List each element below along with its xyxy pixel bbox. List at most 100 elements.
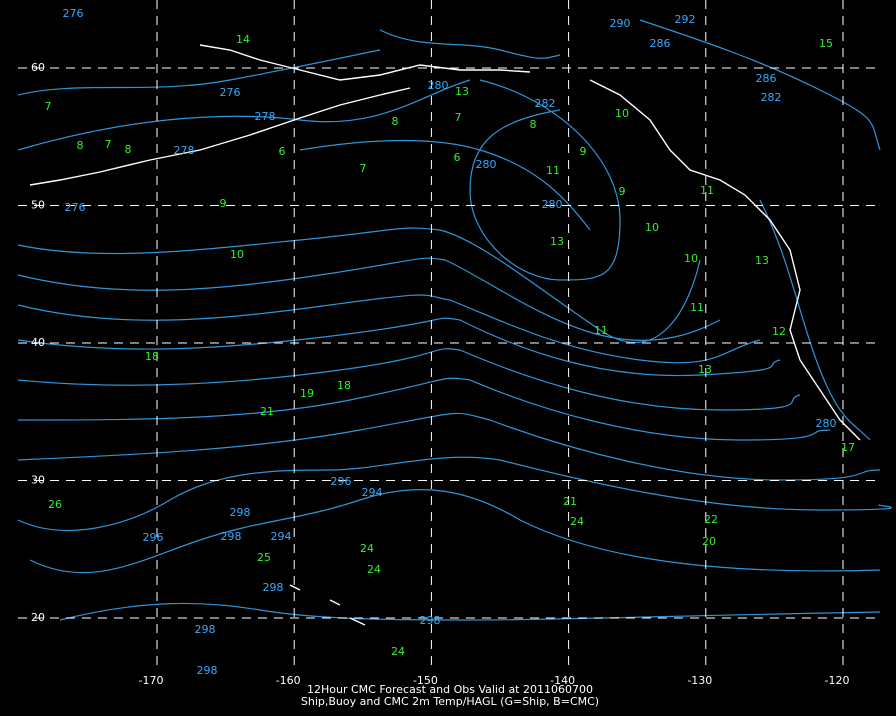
contour-label: 280 (476, 158, 497, 171)
coastlines (29, 44, 861, 626)
isotherm (59, 602, 881, 621)
ship-observation: 7 (45, 100, 52, 113)
isotherm (17, 49, 381, 96)
contour-label: 298 (195, 623, 216, 636)
ship-observation: 11 (700, 184, 714, 197)
longitude-label: -150 (413, 674, 438, 687)
isotherm (17, 294, 761, 364)
ship-observation: 7 (105, 138, 112, 151)
isotherm (17, 79, 471, 151)
longitude-label: -130 (687, 674, 712, 687)
ship-observation: 13 (550, 235, 564, 248)
longitude-label: -140 (550, 674, 575, 687)
contour-label: 278 (255, 110, 276, 123)
contour-label: 276 (220, 86, 241, 99)
latitude-label: 40 (31, 336, 45, 349)
ship-observation: 25 (257, 551, 271, 564)
ship-observation: 10 (615, 107, 629, 120)
latitude-label: 60 (31, 61, 45, 74)
ship-observation: 24 (391, 645, 405, 658)
ship-observation: 9 (619, 185, 626, 198)
ship-observation: 10 (230, 248, 244, 261)
contour-label: 294 (271, 530, 292, 543)
isotherm (299, 139, 591, 231)
contour-label: 298 (230, 506, 251, 519)
contour-label: 298 (221, 530, 242, 543)
ship-observation: 7 (360, 162, 367, 175)
isotherm (17, 412, 881, 481)
alaska-coast (199, 44, 531, 81)
aleutian-coast (29, 87, 411, 186)
ship-observation: 6 (454, 151, 461, 164)
ship-observation: 22 (704, 513, 718, 526)
contour-label: 296 (331, 475, 352, 488)
latitude-label: 30 (31, 474, 45, 487)
contour-label: 298 (197, 664, 218, 677)
contour-label: 280 (816, 417, 837, 430)
ship-observation: 13 (455, 85, 469, 98)
ship-observation: 18 (145, 350, 159, 363)
graticule: 60 50 40 30 20 -170 -160 -150 -140 -130 -120 (18, 0, 880, 687)
ship-observation: 11 (594, 324, 608, 337)
isotherm (17, 317, 781, 377)
ship-observation: 20 (702, 535, 716, 548)
ship-observation: 26 (48, 498, 62, 511)
longitude-label: -160 (276, 674, 301, 687)
ship-observation: 12 (772, 325, 786, 338)
ship-observation: 10 (684, 252, 698, 265)
contour-label: 278 (174, 144, 195, 157)
latitude-label: 20 (31, 611, 45, 624)
contour-label: 298 (263, 581, 284, 594)
contour-label: 294 (362, 486, 383, 499)
ship-observation: 24 (367, 563, 381, 576)
ship-observation: 9 (580, 145, 587, 158)
ship-observation: 11 (546, 164, 560, 177)
ship-observation: 6 (279, 145, 286, 158)
isotherm (17, 348, 801, 411)
isotherm (639, 19, 881, 151)
ship-observation: 14 (236, 33, 250, 46)
ship-observation: 11 (690, 301, 704, 314)
hawaii-coast (289, 584, 366, 626)
contour-label: 280 (428, 79, 449, 92)
ship-observation: 19 (300, 387, 314, 400)
isotherm (469, 79, 621, 281)
contour-label: 276 (63, 7, 84, 20)
isotherm (17, 377, 831, 441)
longitude-label: -120 (825, 674, 850, 687)
latitude-label: 50 (31, 199, 45, 212)
isotherm (17, 456, 892, 531)
ship-observation: 13 (698, 363, 712, 376)
ship-observation: 24 (360, 542, 374, 555)
ship-observation: 8 (125, 143, 132, 156)
contour-label: 286 (756, 72, 777, 85)
west-coast (589, 79, 861, 441)
ship-observation: 8 (530, 118, 537, 131)
contour-label: 296 (143, 531, 164, 544)
ship-observation: 13 (755, 254, 769, 267)
contour-label: 282 (535, 97, 556, 110)
caption-line: 12Hour CMC Forecast and Obs Valid at 201… (307, 683, 593, 696)
contour-label: 276 (65, 201, 86, 214)
isotherm (379, 29, 561, 59)
contour-label: 290 (610, 17, 631, 30)
ship-observation: 21 (260, 405, 274, 418)
isotherm (29, 488, 881, 574)
ship-observation: 7 (455, 111, 462, 124)
isotherm (17, 227, 701, 344)
caption-line: Ship,Buoy and CMC 2m Temp/HAGL (G=Ship, … (301, 695, 599, 708)
contour-label: 292 (675, 13, 696, 26)
ship-observation: 18 (337, 379, 351, 392)
ship-observation: 15 (819, 37, 833, 50)
ship-observation: 17 (841, 441, 855, 454)
ship-observation: 8 (392, 115, 399, 128)
ship-observation: 21 (563, 495, 577, 508)
ship-observation: 9 (220, 197, 227, 210)
ship-observation: 24 (570, 515, 584, 528)
isotherm (17, 257, 721, 341)
ship-observation: 8 (77, 139, 84, 152)
isotherm (759, 199, 871, 441)
